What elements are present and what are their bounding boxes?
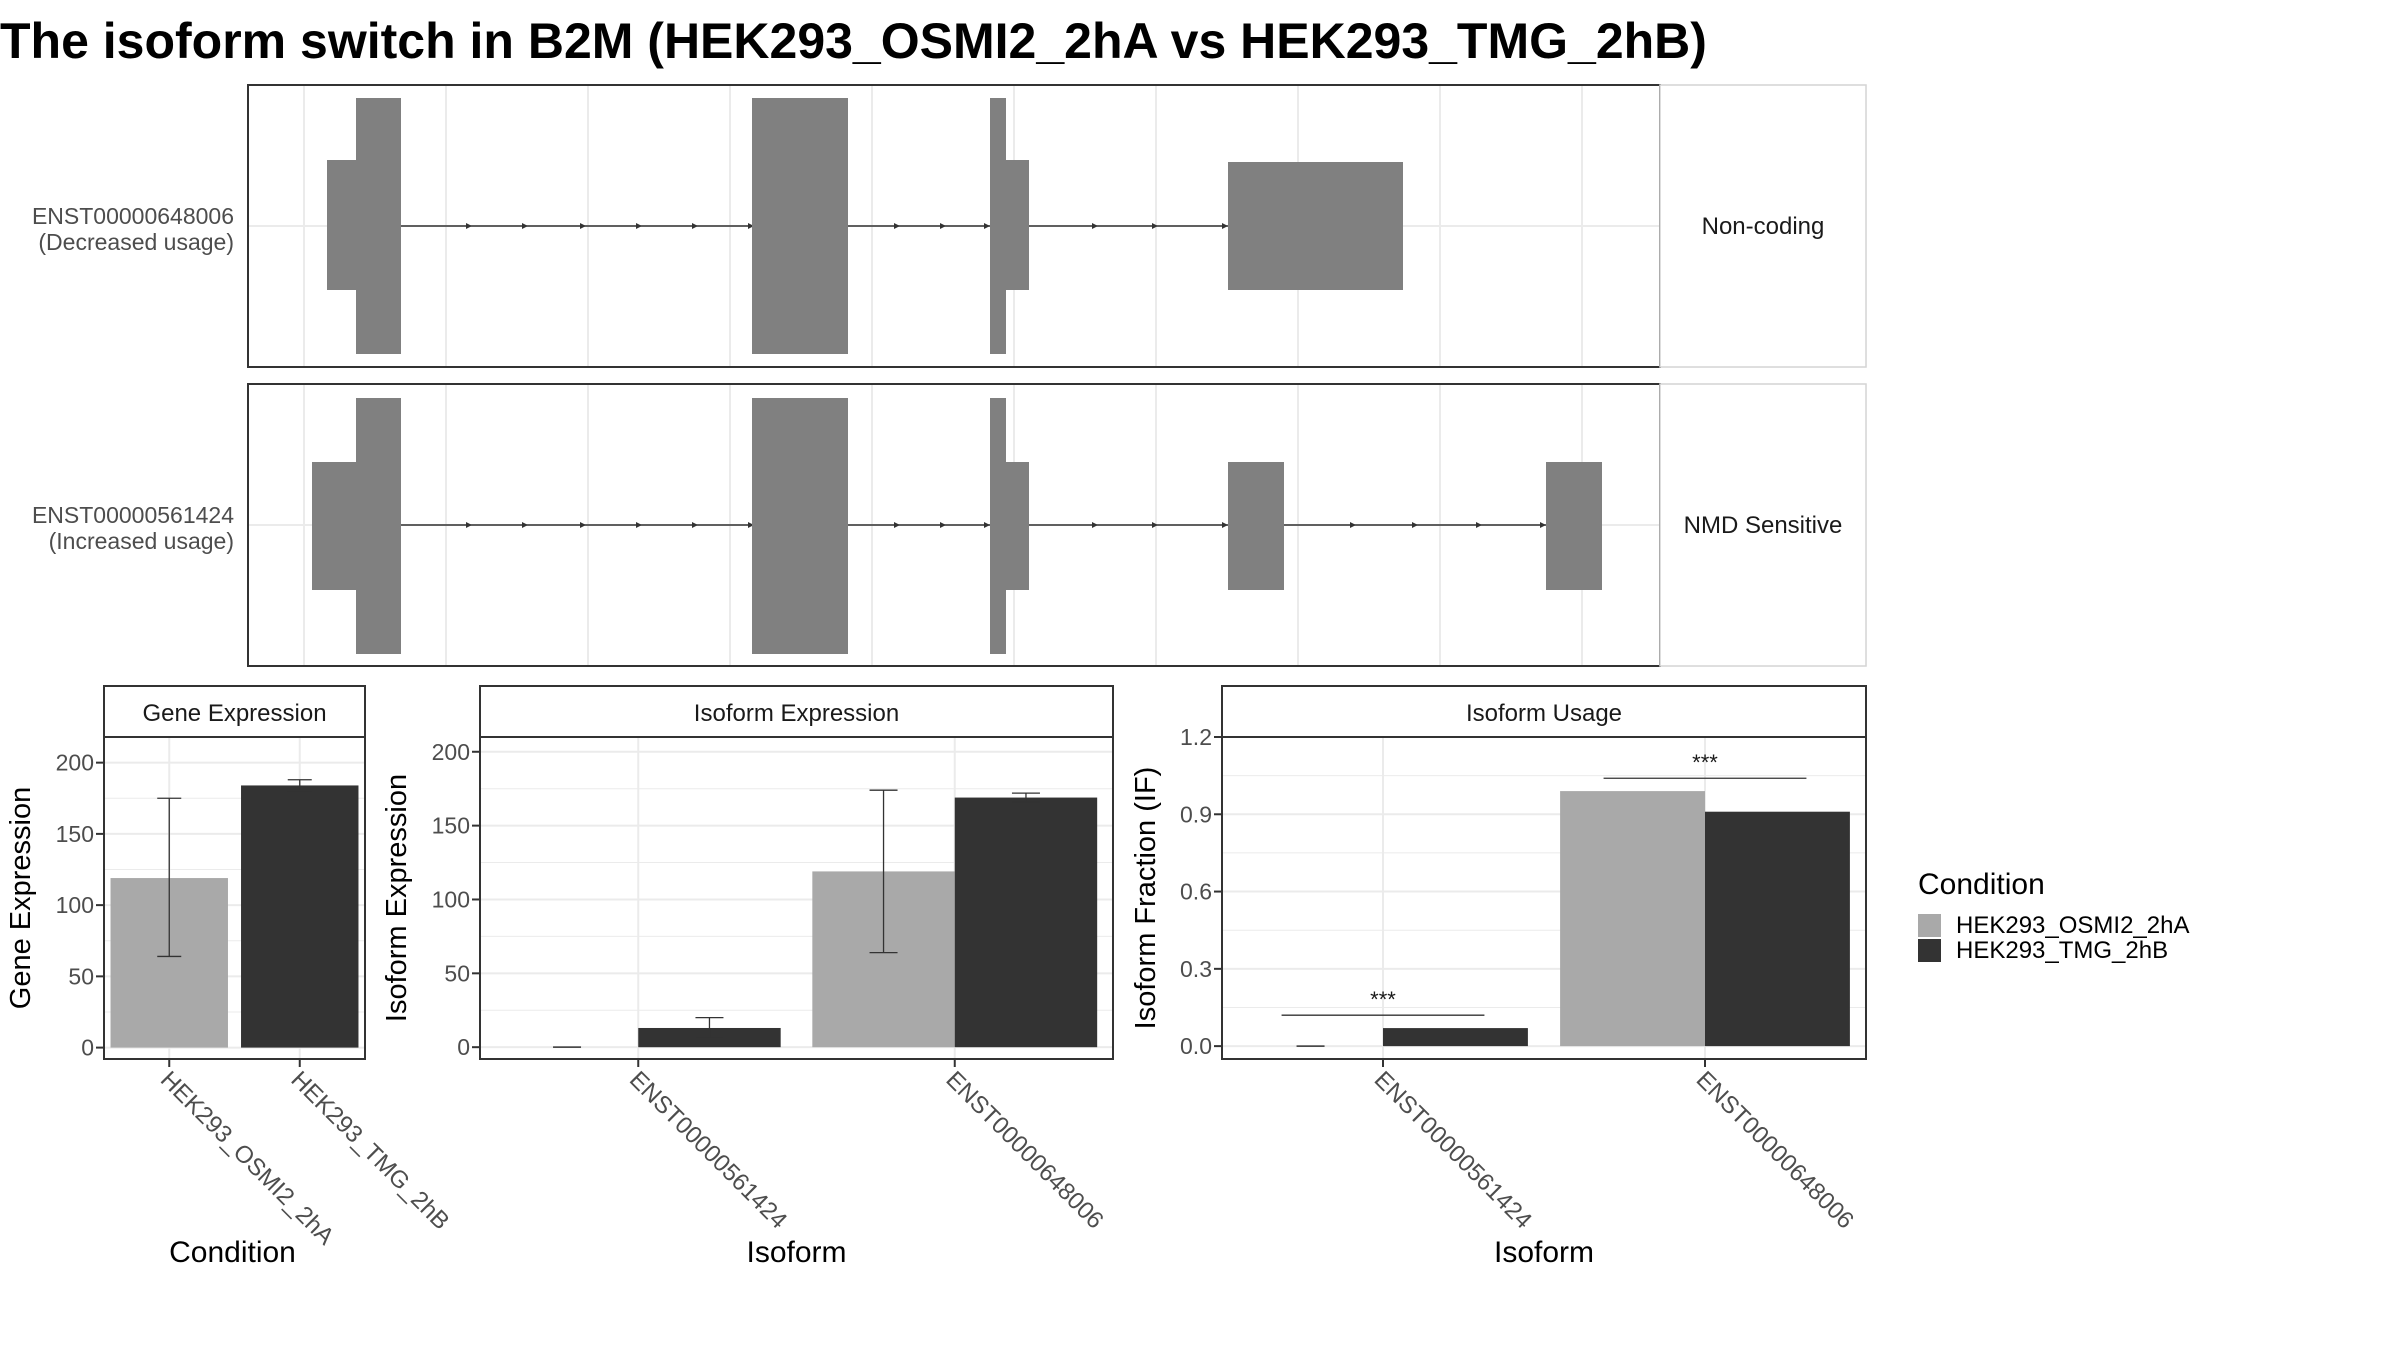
track-label-id: ENST00000648006 (32, 203, 234, 229)
strip-box (479, 685, 1114, 738)
bar-HEK293_OSMI2_2hA-ENST00000648006 (1560, 791, 1705, 1047)
y-tick-label: 100 (432, 886, 470, 912)
y-tick-label: 100 (56, 892, 94, 918)
x-tick-label: ENST00000648006 (1691, 1066, 1859, 1234)
legend-label: HEK293_TMG_2hB (1956, 937, 2168, 964)
x-axis-title: Isoform (1494, 1236, 1594, 1269)
y-axis-title: Isoform Expression (381, 774, 413, 1022)
significance-label: *** (1692, 750, 1718, 775)
track-label-id: ENST00000561424 (32, 502, 234, 528)
y-tick-label: 50 (68, 963, 94, 989)
y-tick-label: 0.9 (1180, 801, 1212, 827)
strip-box (1221, 685, 1867, 738)
y-tick-label: 1.2 (1180, 724, 1212, 750)
y-axis-title: Gene Expression (5, 787, 37, 1009)
strip-label: Isoform Expression (694, 700, 899, 727)
legend-label: HEK293_OSMI2_2hA (1956, 912, 2189, 939)
legend-title: Condition (1918, 868, 2045, 901)
y-axis-title: Isoform Fraction (IF) (1130, 767, 1162, 1030)
x-tick-label: ENST00000561424 (624, 1066, 792, 1234)
y-tick-label: 50 (444, 960, 470, 986)
plot-2: *** *** Isoform Usage 0.0 0.3 0.6 0.9 1.2 ENST00… (1130, 685, 1867, 1269)
y-tick-label: 0.0 (1180, 1033, 1212, 1059)
structure-strips (1659, 84, 1867, 667)
y-tick-label: 150 (56, 821, 94, 847)
significance-label: *** (1370, 987, 1396, 1012)
plot-1: Isoform Expression 0 50 100 150 200 ENST000005… (381, 685, 1114, 1269)
y-tick-label: 0.6 (1180, 879, 1212, 905)
y-tick-label: 0.3 (1180, 956, 1212, 982)
x-tick-label: ENST00000648006 (941, 1066, 1109, 1234)
intron-arrows (466, 522, 1546, 528)
bar-HEK293_TMG_2hB (241, 785, 359, 1048)
x-axis-title: Isoform (746, 1236, 846, 1269)
figure-title: The isoform switch in B2M (HEK293_OSMI2_… (0, 13, 1707, 69)
y-tick-label: 200 (432, 739, 470, 765)
exons-bottom (312, 398, 1602, 654)
x-tick-label: ENST00000561424 (1369, 1066, 1537, 1234)
exons-top (327, 98, 1403, 354)
y-tick-label: 150 (432, 813, 470, 839)
legend-swatch (1918, 914, 1941, 937)
y-tick-label: 0 (457, 1034, 470, 1060)
bar-HEK293_TMG_2hB-ENST00000561424 (1383, 1028, 1528, 1047)
structure-panel-bottom (247, 383, 1661, 667)
y-tick-label: 200 (56, 750, 94, 776)
legend-swatch (1918, 939, 1941, 962)
x-axis-title: Condition (169, 1236, 296, 1269)
track-category-label: Non-coding (1702, 213, 1825, 240)
bar-HEK293_TMG_2hB-ENST00000648006 (1705, 811, 1850, 1047)
track-label-usage: (Decreased usage) (38, 229, 234, 255)
bar-HEK293_TMG_2hB-ENST00000648006 (954, 797, 1098, 1048)
strip-label: Gene Expression (142, 700, 326, 727)
strip-label: Isoform Usage (1466, 700, 1622, 727)
y-tick-label: 0 (81, 1035, 94, 1061)
intron-arrows (466, 223, 1228, 229)
structure-panel-top (247, 84, 1661, 368)
strip-box (103, 685, 366, 738)
track-category-label: NMD Sensitive (1684, 512, 1843, 539)
track-label-usage: (Increased usage) (49, 528, 234, 554)
